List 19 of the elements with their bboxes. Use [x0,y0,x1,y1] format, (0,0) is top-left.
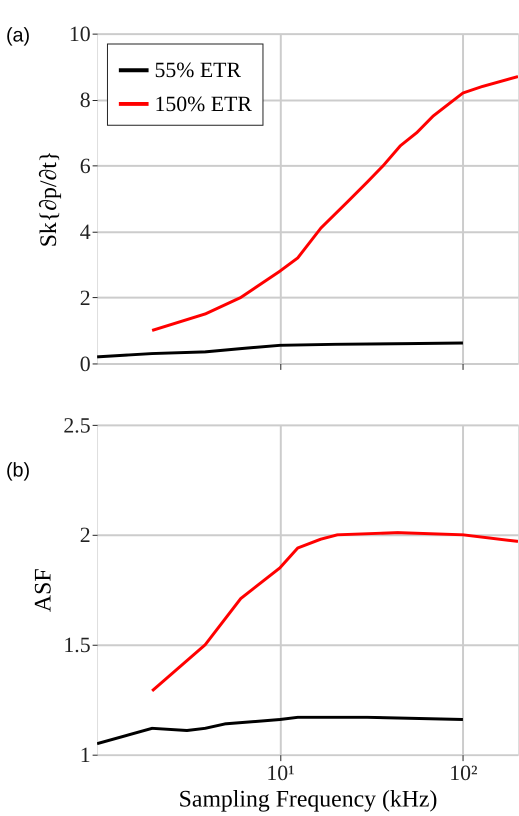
y-tick-label: 1 [80,743,91,768]
x-tick-label: 10² [449,760,478,785]
y-tick-label: 0 [80,352,91,376]
y-tick-label: 1.5 [63,633,91,658]
y-tick-label: 8 [80,88,91,112]
text: (a) [6,24,30,47]
y-tick-label: 2 [80,523,91,548]
x-axis-title: Sampling Frequency (kHz) [178,786,438,813]
y-tick-label: 6 [80,154,91,178]
y-axis-title: Sk{∂p/∂t} [36,150,62,248]
y-tick-label: 10 [68,22,91,46]
y-tick-label: 2 [80,286,91,310]
legend-label: 150% ETR [154,92,252,116]
x-tick-label: 10¹ [266,760,295,785]
y-tick-label: 2.5 [63,413,91,438]
y-tick-label: 4 [80,220,91,244]
y-axis-title: ASF [30,568,57,612]
text: (b) [6,459,30,482]
legend-label: 55% ETR [154,58,242,82]
